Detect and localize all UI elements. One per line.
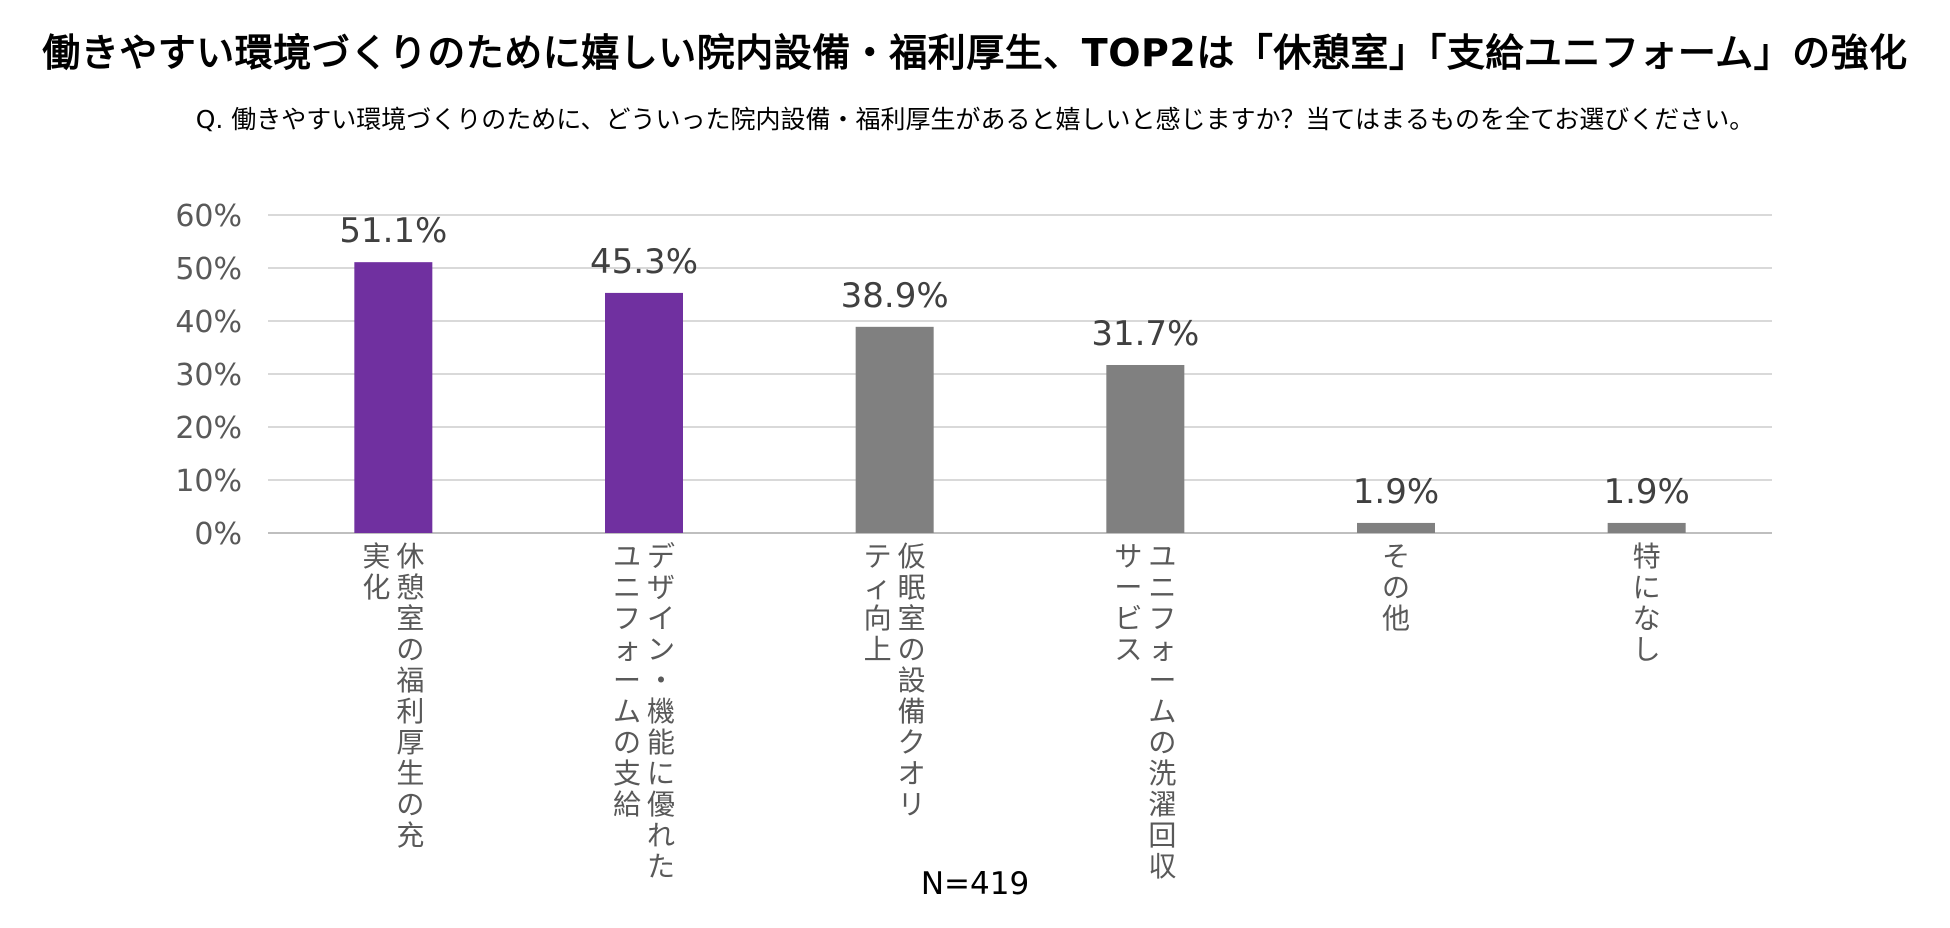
bars	[354, 262, 1686, 533]
category-label: 仮眠室の設備クオリティ向上	[864, 540, 926, 821]
y-axis: 0% 10% 20% 30% 40% 50% 60%	[175, 199, 242, 552]
bar	[855, 326, 934, 533]
data-label: 45.3%	[590, 242, 698, 282]
y-tick-label: 60%	[175, 199, 242, 234]
y-tick-label: 10%	[175, 464, 242, 499]
category-labels: 休憩室の福利厚生の充実化 デザイン・機能に優れたユニフォームの支給 仮眠室の設備クオ…	[362, 540, 1660, 883]
category-label: 休憩室の福利厚生の充実化	[362, 540, 424, 852]
data-label: 1.9%	[1603, 472, 1689, 512]
category-label: その他	[1382, 540, 1410, 635]
y-tick-label: 30%	[175, 358, 242, 393]
data-label: 1.9%	[1353, 472, 1439, 512]
survey-question: Q. 働きやすい環境づくりのために、どういった院内設備・福利厚生があると嬉しいと…	[195, 105, 1755, 134]
y-tick-label: 40%	[175, 305, 242, 340]
sample-size-label: N=419	[920, 866, 1030, 902]
bar	[1357, 522, 1435, 533]
y-tick-label: 0%	[194, 517, 242, 552]
category-label: 特になし	[1633, 540, 1661, 666]
gridlines	[268, 214, 1772, 534]
bar	[605, 292, 683, 533]
y-tick-label: 50%	[175, 252, 242, 287]
data-label: 51.1%	[339, 211, 447, 251]
category-label: ユニフォームの洗濯回収サービス	[1114, 540, 1176, 883]
bar	[1607, 522, 1686, 533]
category-label: デザイン・機能に優れたユニフォームの支給	[613, 540, 675, 883]
y-tick-label: 20%	[175, 411, 242, 446]
bar	[1106, 364, 1185, 533]
bar	[354, 262, 433, 533]
chart-title: 働きやすい環境づくりのために嬉しい院内設備・福利厚生、TOP2は「休憩室」「支給…	[42, 31, 1908, 75]
data-labels: 51.1% 45.3% 38.9% 31.7% 1.9% 1.9%	[339, 211, 1690, 512]
data-label: 38.9%	[841, 276, 949, 316]
data-label: 31.7%	[1091, 314, 1199, 354]
